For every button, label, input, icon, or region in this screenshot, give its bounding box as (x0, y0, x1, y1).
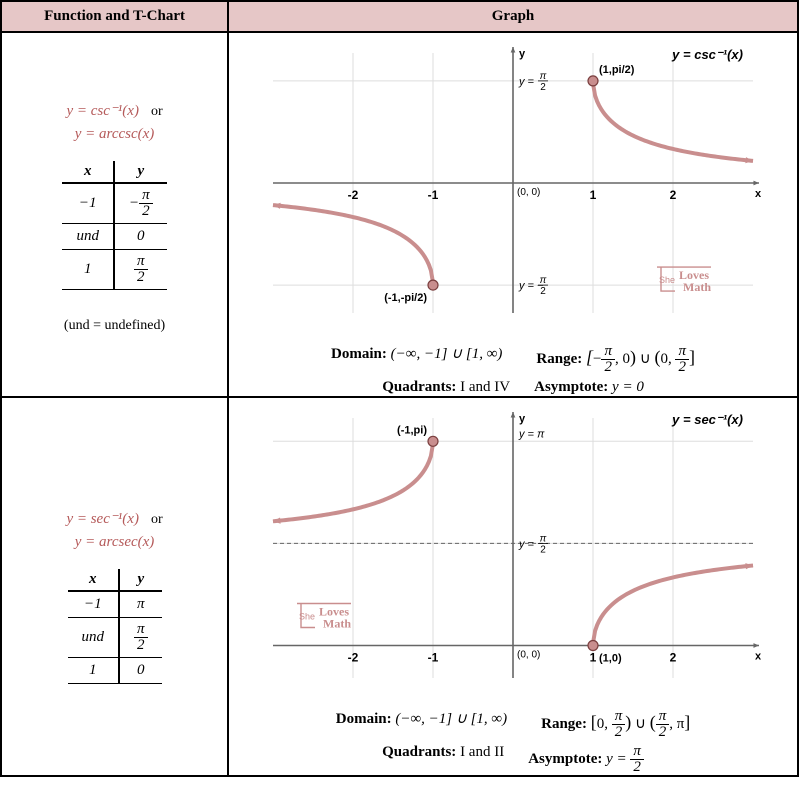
or-text: or (151, 104, 163, 119)
svg-text:Math: Math (323, 617, 351, 631)
arcsec-graph: yx(0, 0)-2-112y = πy =π2(-1,pi)(1,0)y = … (253, 398, 773, 698)
svg-text:2: 2 (540, 82, 546, 93)
svg-text:y: y (519, 413, 526, 425)
svg-text:π: π (540, 71, 547, 82)
svg-text:(1,0): (1,0) (599, 653, 622, 665)
svg-text:2: 2 (540, 544, 546, 555)
svg-text:(0, 0): (0, 0) (517, 650, 540, 661)
svg-text:2: 2 (670, 651, 677, 665)
main-table: Function and T-Chart Graph y = csc⁻¹(x) o… (0, 0, 799, 777)
arcsec-left: y = sec⁻¹(x)or y = arcsec(x) xy −1π undπ… (1, 397, 228, 776)
svg-text:π: π (540, 275, 547, 286)
tchart-arcsec: xy −1π undπ2 10 (68, 569, 162, 684)
svg-text:-2: -2 (348, 651, 359, 665)
arccsc-domain-range: Domain: (−∞, −1] ∪ [1, ∞) Range: [−π2, 0… (229, 344, 797, 375)
svg-text:(0, 0): (0, 0) (517, 187, 540, 198)
svg-text:Math: Math (683, 280, 711, 294)
svg-text:x: x (755, 651, 762, 663)
svg-text:y = sec⁻¹(x): y = sec⁻¹(x) (671, 412, 743, 427)
arccsc-graph: yx(0, 0)-2-112y =π2y = −π2(1,pi/2)(-1,-p… (253, 33, 773, 333)
row-arccsc: y = csc⁻¹(x) or y = arccsc(x) xy −1−π2 un… (1, 32, 798, 397)
arcsec-right: yx(0, 0)-2-112y = πy =π2(-1,pi)(1,0)y = … (228, 397, 798, 776)
svg-text:y = csc⁻¹(x): y = csc⁻¹(x) (671, 47, 743, 62)
und-note: (und = undefined) (2, 318, 227, 334)
svg-text:π: π (540, 533, 547, 544)
header-right: Graph (228, 1, 798, 32)
svg-text:1: 1 (590, 188, 597, 202)
svg-text:2: 2 (540, 286, 546, 297)
fn2: y = arccsc(x) (2, 126, 227, 143)
header-left: Function and T-Chart (1, 1, 228, 32)
svg-text:y =: y = (518, 538, 535, 550)
svg-text:-1: -1 (428, 651, 439, 665)
svg-text:2: 2 (670, 188, 677, 202)
svg-text:-2: -2 (348, 188, 359, 202)
svg-text:y =: y = (518, 76, 535, 88)
svg-text:(1,pi/2): (1,pi/2) (599, 64, 635, 76)
svg-text:1: 1 (590, 651, 597, 665)
arccsc-left: y = csc⁻¹(x) or y = arccsc(x) xy −1−π2 un… (1, 32, 228, 397)
arccsc-right: yx(0, 0)-2-112y =π2y = −π2(1,pi/2)(-1,-p… (228, 32, 798, 397)
row-arcsec: y = sec⁻¹(x)or y = arcsec(x) xy −1π undπ… (1, 397, 798, 776)
svg-text:-1: -1 (428, 188, 439, 202)
fn1: y = csc⁻¹(x) (66, 103, 139, 119)
svg-text:x: x (755, 188, 762, 200)
svg-text:(-1,pi): (-1,pi) (397, 424, 427, 436)
svg-text:y = π: y = π (518, 428, 545, 440)
arcsec-domain-range: Domain: (−∞, −1] ∪ [1, ∞) Range: [0, π2)… (229, 709, 797, 740)
svg-text:y: y (519, 48, 526, 60)
tchart-arccsc: xy −1−π2 und0 1π2 (62, 161, 166, 290)
arcsec-quad-asymp: Quadrants: I and II Asymptote: y = π2 (229, 744, 797, 775)
arccsc-quad-asymp: Quadrants: I and IV Asymptote: y = 0 (229, 379, 797, 396)
svg-text:(-1,-pi/2): (-1,-pi/2) (384, 292, 427, 304)
